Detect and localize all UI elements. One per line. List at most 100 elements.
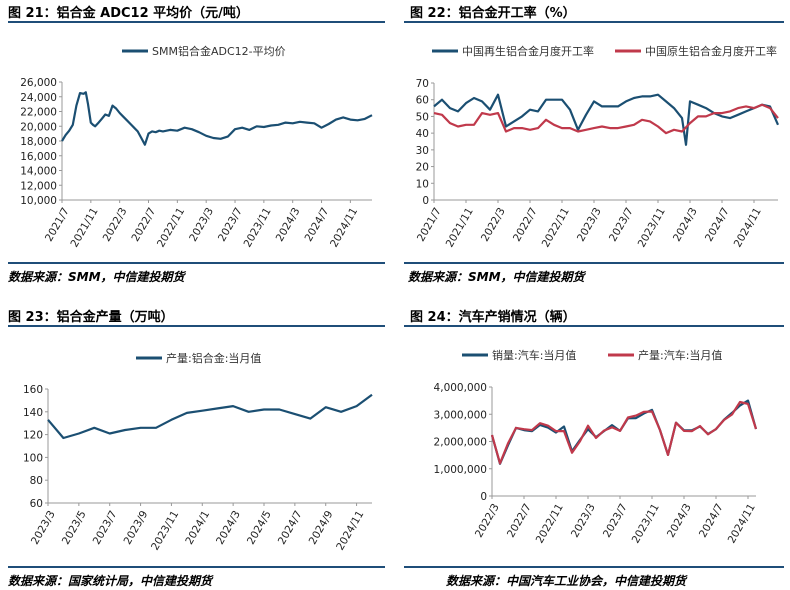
chart-22: 0 10 20 30 40 50 60 70 2021/7 2021/11 2022/3 2022/7…: [415, 44, 780, 250]
title-rule-22: [404, 21, 784, 23]
series-line-1: [490, 399, 758, 465]
y-tick-label: 50: [416, 111, 429, 123]
x-tick-label: 2021/11: [69, 206, 101, 250]
y-tick-label: 20,000: [20, 121, 57, 133]
y-tick-label: 14,000: [20, 166, 57, 178]
legend-label-2: 中国原生铝合金月度开工率: [645, 44, 777, 58]
x-tick-label: 2022/11: [534, 502, 566, 546]
source-rule-21: [8, 262, 385, 264]
chart-24: 0 1,000,000 2,000,000 3,000,000 4,000,000 202…: [434, 348, 758, 546]
x-tick-label: 2023/3: [575, 206, 604, 244]
y-tick-label: 12,000: [20, 180, 57, 192]
x-tick-label: 2022/11: [540, 206, 572, 250]
source-22: 数据来源：SMM，中信建投期货: [408, 270, 585, 284]
x-tick-label: 2024/3: [665, 502, 694, 540]
x-tick-label: 2023/3: [187, 206, 216, 244]
x-tick-label: 2024/7: [303, 206, 332, 244]
x-tick-label: 2023/7: [91, 509, 120, 547]
x-tick-label: 2023/7: [216, 206, 245, 244]
x-tick-label: 2022/3: [473, 502, 502, 540]
legend-label-1: 销量:汽车:当月值: [492, 348, 576, 362]
x-tick-label: 2024/7: [703, 206, 732, 244]
y-tick-label: 60: [30, 498, 43, 510]
y-tick-label: 24,000: [20, 92, 57, 104]
series-line-2: [433, 103, 779, 135]
legend-label-1: 中国再生铝合金月度开工率: [462, 44, 594, 58]
y-tick-label: 10: [416, 178, 429, 190]
y-tick-label: 20: [416, 162, 429, 174]
y-tick-label: 120: [23, 430, 43, 442]
y-tick-label: 2,000,000: [434, 437, 487, 449]
x-tick-label: 2024/3: [671, 206, 700, 244]
x-tick-label: 2024/7: [697, 502, 726, 540]
legend-label-1: SMM铝合金ADC12-平均价: [152, 44, 286, 58]
y-tick-label: 80: [30, 475, 43, 487]
y-tick-label: 16,000: [20, 151, 57, 163]
x-tick-label: 2021/11: [444, 206, 476, 250]
x-tick-label: 2023/11: [242, 206, 274, 250]
x-tick-label: 2024/3: [274, 206, 303, 244]
x-tick-label: 2022/7: [511, 206, 540, 244]
x-tick-label: 2024/11: [726, 502, 758, 546]
y-tick-label: 0: [422, 195, 429, 207]
x-tick-label: 2022/7: [130, 206, 159, 244]
x-tick-label: 2022/7: [505, 502, 534, 540]
x-tick-label: 2023/11: [630, 502, 662, 546]
source-23: 数据来源：国家统计局，中信建投期货: [8, 574, 213, 588]
x-tick-label: 2024/7: [276, 509, 305, 547]
y-tick-label: 140: [23, 407, 43, 419]
x-tick-label: 2024/5: [245, 509, 274, 547]
x-tick-label: 2023/3: [29, 509, 58, 547]
y-tick-label: 18,000: [20, 136, 57, 148]
x-tick-label: 2022/11: [155, 206, 187, 250]
x-tick-label: 2024/9: [307, 509, 336, 547]
chart-23: 60 80 100 120 140 160 2023/3 2023/5 2023/7 2023/9…: [23, 351, 373, 553]
y-tick-label: 26,000: [20, 77, 57, 89]
legend-label-2: 产量:汽车:当月值: [638, 348, 722, 362]
y-tick-label: 0: [480, 491, 487, 503]
source-24: 数据来源：中国汽车工业协会，中信建投期货: [446, 574, 687, 588]
chart-21: 10,000 12,000 14,000 16,000 18,000 20,000 22,0…: [20, 44, 373, 250]
x-tick-label: 2021/7: [43, 206, 72, 244]
legend-label-1: 产量:铝合金:当月值: [166, 351, 261, 365]
source-rule-22: [404, 262, 784, 264]
panel-title-22: 图 22：铝合金开工率（%）: [410, 6, 576, 21]
x-tick-label: 2021/7: [415, 206, 444, 244]
title-rule-23: [8, 325, 385, 327]
series-line-2: [490, 400, 758, 465]
x-tick-label: 2023/11: [636, 206, 668, 250]
source-rule-24: [404, 566, 784, 568]
y-tick-label: 160: [23, 384, 43, 396]
x-tick-label: 2024/11: [732, 206, 764, 250]
x-tick-label: 2024/11: [328, 206, 360, 250]
x-tick-label: 2023/9: [122, 509, 151, 547]
y-tick-label: 60: [416, 95, 429, 107]
title-rule-21: [8, 21, 385, 23]
x-tick-label: 2023/5: [60, 509, 89, 547]
series-line-1: [47, 393, 373, 440]
y-tick-label: 4,000,000: [434, 382, 487, 394]
series-line-1: [433, 93, 780, 146]
x-tick-label: 2023/7: [601, 502, 630, 540]
x-tick-label: 2023/11: [149, 509, 181, 553]
panel-title-23: 图 23：铝合金产量（万吨）: [8, 310, 174, 325]
source-21: 数据来源：SMM，中信建投期货: [8, 270, 185, 284]
title-rule-24: [404, 325, 784, 327]
x-tick-label: 2022/3: [101, 206, 130, 244]
x-tick-label: 2022/3: [479, 206, 508, 244]
y-tick-label: 1,000,000: [434, 464, 487, 476]
y-tick-label: 70: [416, 78, 429, 90]
x-tick-label: 2023/7: [607, 206, 636, 244]
x-tick-label: 2024/11: [334, 509, 366, 553]
source-rule-23: [8, 566, 385, 568]
series-line-1: [61, 91, 373, 146]
y-tick-label: 100: [23, 452, 43, 464]
y-tick-label: 10,000: [20, 195, 57, 207]
x-tick-label: 2024/1: [183, 509, 212, 547]
panel-title-24: 图 24：汽车产销情况（辆）: [410, 310, 576, 325]
x-tick-label: 2023/3: [569, 502, 598, 540]
panel-title-21: 图 21：铝合金 ADC12 平均价（元/吨）: [8, 6, 249, 21]
y-tick-label: 30: [416, 145, 429, 157]
y-tick-label: 40: [416, 128, 429, 140]
y-tick-label: 3,000,000: [434, 409, 487, 421]
